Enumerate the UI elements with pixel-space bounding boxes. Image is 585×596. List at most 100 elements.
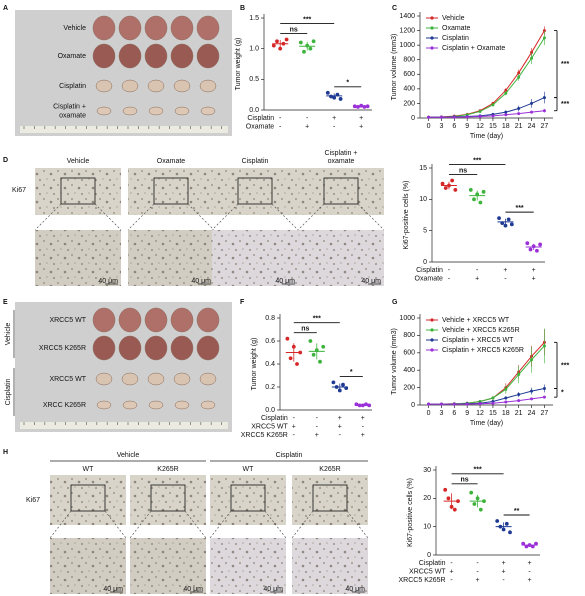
tumor [170, 43, 194, 69]
y-tick-label: 15 [419, 165, 427, 172]
micrograph-texture [130, 475, 206, 525]
data-point [509, 222, 514, 227]
tumor [199, 372, 217, 386]
x-tick-label: 9 [465, 123, 469, 130]
zoom-box [323, 177, 359, 205]
treatment-sign: + [332, 115, 336, 122]
data-point [504, 88, 508, 92]
x-tick-label: 3 [439, 123, 443, 130]
treatment-sign: + [503, 267, 507, 274]
scale-bar-label: 40 μm [191, 278, 211, 285]
treatment-sign: + [359, 115, 363, 122]
legend-marker [430, 16, 434, 20]
y-tick-label: 0.2 [265, 384, 275, 391]
tumor [196, 15, 220, 41]
data-point [338, 97, 343, 101]
treatment-sign: - [476, 267, 479, 274]
treatment-sign: - [279, 123, 282, 130]
data-point [535, 248, 539, 253]
data-point [278, 46, 283, 51]
panel-label: E [3, 299, 8, 306]
tumor [148, 106, 164, 116]
y-tick-label: 5 [423, 228, 427, 235]
significance-label: ns [290, 26, 298, 33]
data-point [517, 75, 521, 79]
y-tick-label: 10 [423, 524, 431, 531]
panel-label: B [240, 5, 245, 12]
data-point [450, 178, 455, 183]
y-tick-label: 800 [403, 332, 415, 339]
tumor [144, 15, 168, 41]
data-point [542, 96, 546, 100]
tumor [170, 15, 194, 41]
x-axis-label: Time (day) [470, 420, 503, 427]
y-axis-label: Tumor weight (g) [251, 338, 258, 391]
group-label: Vehicle [5, 323, 12, 346]
legend-marker [430, 348, 434, 352]
tumor [96, 106, 112, 116]
zoom-line [346, 510, 369, 539]
scale-bar-label: 40 μm [361, 278, 381, 285]
row-label: Cisplatin + [53, 103, 86, 110]
micrograph-texture [212, 230, 298, 286]
micrograph-texture [128, 230, 214, 286]
y-tick-label: 200 [403, 100, 415, 107]
treatment-sign: + [502, 568, 506, 575]
tumor [144, 307, 168, 333]
y-tick-label: 0 [427, 552, 431, 559]
tumor [121, 372, 139, 386]
scale-bar-label: 40 μm [183, 586, 203, 593]
data-point [478, 109, 482, 113]
data-point [508, 530, 512, 535]
data-point [472, 502, 477, 506]
y-axis-label: Ki67-positive cells (%) [403, 181, 410, 250]
legend-label: Vehicle [442, 15, 465, 22]
treatment-sign: + [315, 432, 319, 439]
tumor [118, 335, 142, 361]
data-point [504, 91, 508, 95]
data-point [542, 386, 546, 390]
x-tick-label: 18 [502, 410, 510, 417]
data-point [517, 373, 521, 377]
tumor [173, 79, 191, 93]
scale-bar-label: 40 μm [275, 278, 295, 285]
ruler [20, 422, 228, 429]
data-point [427, 402, 431, 406]
zoom-box [153, 177, 189, 205]
x-tick-label: 18 [502, 123, 510, 130]
x-tick-label: 21 [515, 410, 523, 417]
tumor [122, 400, 138, 410]
data-point [530, 358, 534, 362]
treatment-sign: - [450, 560, 453, 567]
scale-bar-label: 40 μm [345, 586, 365, 593]
panel-label: G [392, 299, 398, 306]
data-point [285, 336, 290, 341]
data-point [318, 359, 322, 364]
data-point [439, 402, 443, 406]
data-point [542, 29, 546, 33]
data-point [453, 188, 458, 192]
tumor [200, 106, 216, 116]
micrograph-texture [130, 538, 206, 594]
y-tick-label: 1000 [399, 42, 415, 49]
row-label: XRCC K265R [43, 402, 86, 409]
legend-marker [430, 338, 434, 342]
data-point [538, 242, 542, 247]
series-line [428, 345, 545, 405]
tumor [196, 307, 220, 333]
group-label: Cisplatin [5, 378, 12, 405]
data-point [308, 339, 313, 343]
tumor [96, 400, 112, 410]
data-point [478, 115, 482, 119]
treatment-sign: - [448, 267, 451, 274]
data-point [452, 507, 457, 512]
data-point [341, 382, 345, 387]
tumor [200, 400, 216, 410]
y-tick-label: 10 [419, 196, 427, 203]
treatment-sign: - [316, 423, 319, 430]
panel-label: A [3, 5, 8, 12]
scale-bar-label: 40 μm [98, 278, 118, 285]
data-point [542, 344, 546, 348]
significance-label: *** [303, 16, 311, 23]
significance-label: ** [514, 508, 520, 515]
